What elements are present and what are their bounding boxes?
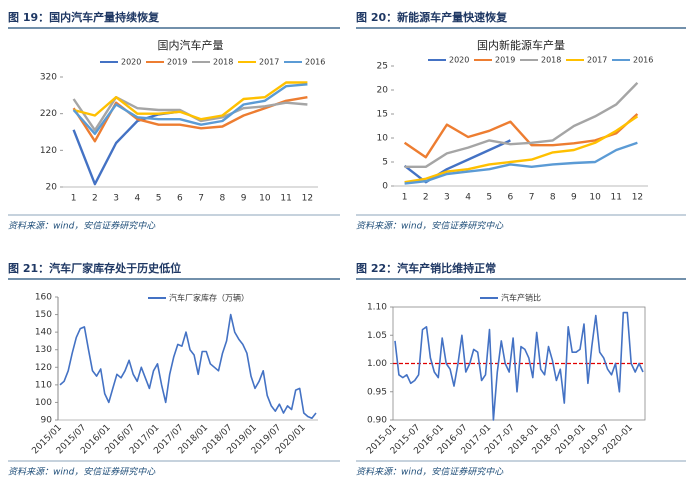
- source-note: 资料来源：wind，安信证券研究中心: [356, 467, 504, 478]
- y-tick-label: 5: [382, 158, 388, 168]
- y-tick-label: 1.00: [367, 359, 387, 369]
- legend-label: 2018: [213, 58, 233, 67]
- series-line: [394, 311, 644, 421]
- legend-label: 2018: [541, 56, 561, 65]
- y-tick-label: 100: [35, 398, 52, 408]
- y-tick-label: 0.90: [367, 416, 387, 426]
- series-line: [72, 83, 308, 135]
- series-line: [73, 81, 308, 121]
- x-tick-label: 12: [632, 193, 643, 203]
- x-tick-label: 10: [589, 193, 601, 203]
- series-line: [403, 139, 511, 184]
- source-note: 资料来源：wind，安信证券研究中心: [8, 467, 156, 478]
- x-tick-label: 9: [571, 193, 577, 203]
- figure-caption: 图 21：汽车厂家库存处于历史低位: [8, 261, 181, 275]
- x-tick-label: 8: [220, 194, 226, 204]
- y-tick-label: 110: [35, 380, 52, 390]
- chart-title: 国内汽车产量: [158, 38, 224, 52]
- legend-label: 2019: [167, 58, 187, 67]
- y-tick-label: 0.95: [367, 387, 387, 397]
- y-tick-label: 140: [35, 328, 52, 338]
- source-note: 资料来源：wind，安信证券研究中心: [8, 221, 156, 232]
- figure-caption: 图 19：国内汽车产量持续恢复: [8, 10, 160, 24]
- legend-label: 2019: [495, 56, 515, 65]
- legend-label: 2020: [121, 58, 141, 67]
- y-tick-label: 220: [40, 109, 57, 119]
- y-tick-label: 160: [35, 293, 52, 303]
- legend-label: 2017: [259, 58, 279, 67]
- legend-label: 汽车厂家库存（万辆）: [169, 293, 249, 303]
- y-tick-label: 90: [41, 416, 53, 426]
- figure-caption: 图 22：汽车产销比维持正常: [356, 261, 496, 275]
- y-tick-label: 25: [377, 62, 388, 72]
- y-tick-label: 10: [377, 134, 389, 144]
- x-tick-label: 7: [529, 193, 535, 203]
- y-tick-label: 20: [46, 183, 58, 193]
- y-tick-label: 120: [40, 146, 57, 156]
- x-tick-label: 3: [113, 194, 119, 204]
- y-tick-label: 1.10: [367, 303, 387, 313]
- legend-label: 2020: [449, 56, 469, 65]
- series-line: [404, 115, 639, 184]
- legend-label: 2017: [587, 56, 607, 65]
- y-tick-label: 150: [35, 310, 52, 320]
- x-tick-label: 11: [280, 194, 291, 204]
- x-tick-label: 3: [444, 193, 450, 203]
- x-tick-label: 5: [486, 193, 492, 203]
- x-tick-label: 2: [92, 194, 98, 204]
- x-tick-label: 1: [71, 194, 77, 204]
- source-note: 资料来源：wind，安信证券研究中心: [356, 221, 504, 232]
- series-line: [404, 81, 639, 168]
- x-tick-label: 2: [423, 193, 429, 203]
- legend-label: 2016: [305, 58, 325, 67]
- y-tick-label: 20: [377, 86, 389, 96]
- x-tick-label: 5: [156, 194, 162, 204]
- figure-caption: 图 20：新能源车产量快速恢复: [356, 10, 508, 24]
- x-tick-label: 12: [302, 194, 313, 204]
- y-tick-label: 130: [35, 345, 52, 355]
- x-tick-label: 4: [465, 193, 471, 203]
- y-tick-label: 1.05: [367, 331, 387, 341]
- x-tick-label: 11: [611, 193, 622, 203]
- series-line: [59, 313, 317, 419]
- legend-label: 2016: [633, 56, 653, 65]
- x-tick-label: 10: [259, 194, 271, 204]
- series-line: [404, 141, 638, 185]
- y-tick-label: 15: [377, 110, 388, 120]
- chart-title: 国内新能源车产量: [477, 38, 565, 52]
- x-tick-label: 6: [508, 193, 514, 203]
- y-tick-label: 120: [35, 363, 52, 373]
- series-line: [403, 113, 639, 159]
- x-tick-label: 9: [241, 194, 247, 204]
- y-tick-label: 320: [40, 73, 57, 83]
- x-tick-label: 6: [177, 194, 183, 204]
- x-tick-label: 7: [198, 194, 204, 204]
- x-tick-label: 8: [550, 193, 556, 203]
- x-tick-label: 1: [402, 193, 408, 203]
- y-tick-label: 0: [382, 182, 388, 192]
- x-tick-label: 4: [135, 194, 141, 204]
- legend-label: 汽车产销比: [501, 293, 541, 303]
